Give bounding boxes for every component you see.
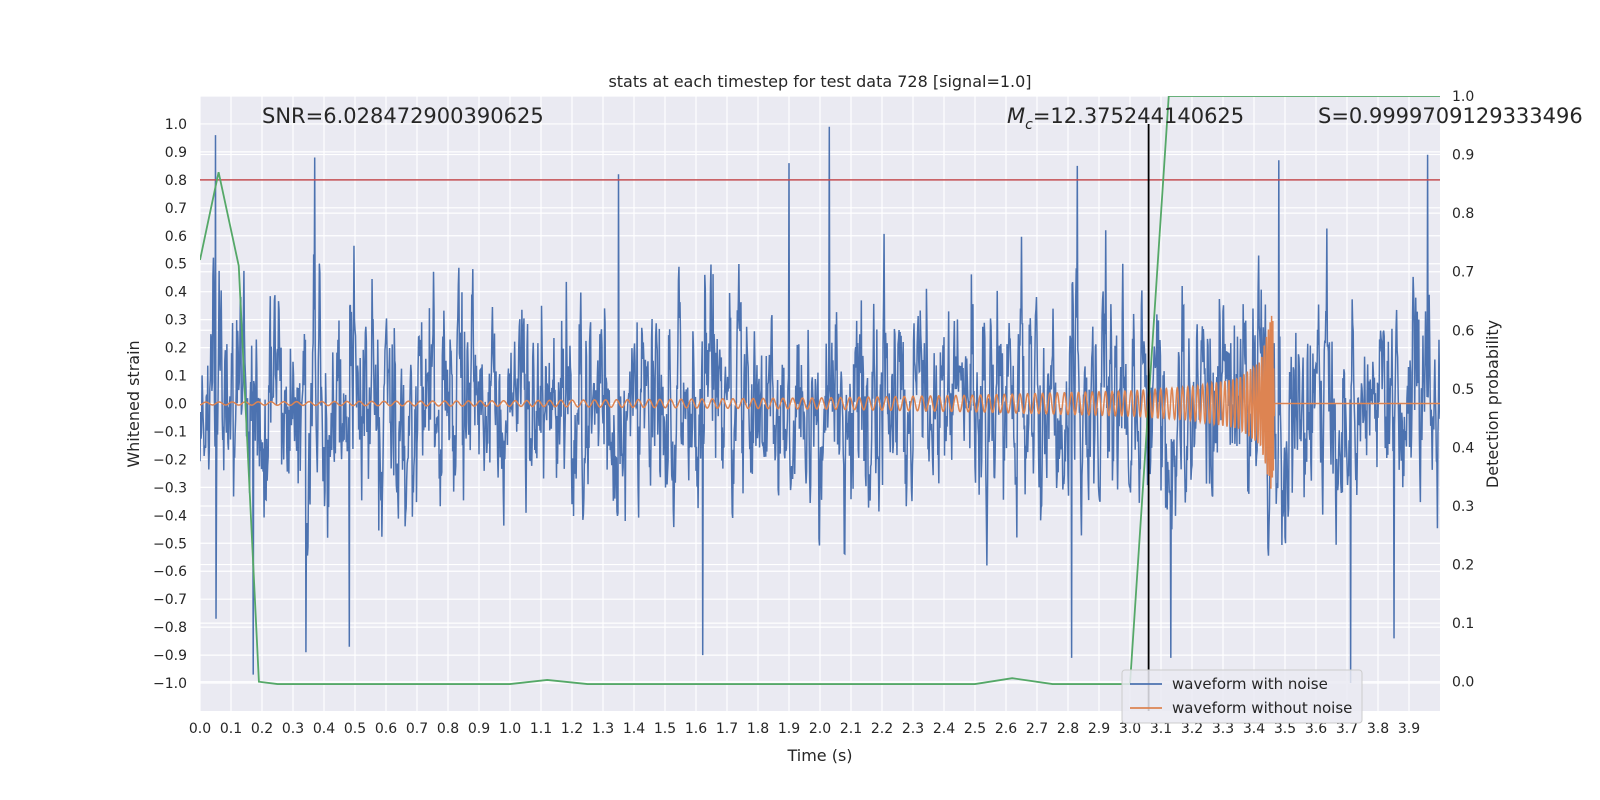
y-tick-label: −0.1 bbox=[153, 424, 187, 440]
x-tick-label: 1.5 bbox=[654, 721, 676, 737]
x-tick-label: 3.0 bbox=[1119, 721, 1141, 737]
x-tick-label: 2.4 bbox=[933, 721, 955, 737]
y-tick-label: −0.4 bbox=[153, 508, 187, 524]
y-right-tick-label: 1.0 bbox=[1452, 89, 1474, 105]
x-tick-label: 1.6 bbox=[685, 721, 707, 737]
x-tick-label: 1.2 bbox=[561, 721, 583, 737]
x-tick-label: 0.7 bbox=[406, 721, 428, 737]
y-tick-label: 0.8 bbox=[165, 173, 187, 189]
x-tick-label: 2.3 bbox=[902, 721, 924, 737]
x-tick-label: 2.5 bbox=[964, 721, 986, 737]
x-tick-label: 0.2 bbox=[251, 721, 273, 737]
y-tick-label: 0.1 bbox=[165, 369, 187, 385]
y-right-tick-label: 0.1 bbox=[1452, 616, 1474, 632]
x-tick-label: 2.6 bbox=[995, 721, 1017, 737]
y-tick-label: 0.9 bbox=[165, 145, 187, 161]
chart-title: stats at each timestep for test data 728… bbox=[608, 72, 1031, 91]
legend-label-clean: waveform without noise bbox=[1172, 699, 1352, 717]
x-tick-label: 3.7 bbox=[1336, 721, 1358, 737]
y-right-tick-label: 0.0 bbox=[1452, 675, 1474, 691]
y-right-tick-label: 0.5 bbox=[1452, 382, 1474, 398]
x-tick-label: 0.8 bbox=[437, 721, 459, 737]
legend: waveform with noise waveform without noi… bbox=[1121, 669, 1363, 724]
y-tick-label: 0.6 bbox=[165, 229, 187, 245]
y-tick-label: −0.7 bbox=[153, 592, 187, 608]
x-tick-label: 2.0 bbox=[809, 721, 831, 737]
y-right-tick-label: 0.3 bbox=[1452, 499, 1474, 515]
series-clean-waveform bbox=[200, 315, 1440, 489]
snr-annotation: SNR=6.028472900390625 bbox=[262, 104, 544, 128]
series-layer bbox=[200, 96, 1440, 711]
y-right-tick-label: 0.2 bbox=[1452, 558, 1474, 574]
x-tick-label: 1.0 bbox=[499, 721, 521, 737]
y-tick-label: 0.3 bbox=[165, 313, 187, 329]
y-axis-label: Whitened strain bbox=[124, 340, 143, 467]
x-tick-label: 2.2 bbox=[871, 721, 893, 737]
x-tick-label: 2.7 bbox=[1026, 721, 1048, 737]
x-tick-label: 3.4 bbox=[1243, 721, 1265, 737]
y-axis-label-right: Detection probability bbox=[1483, 320, 1502, 488]
y-right-tick-label: 0.9 bbox=[1452, 148, 1474, 164]
x-tick-label: 2.1 bbox=[840, 721, 862, 737]
y-tick-label: −0.2 bbox=[153, 452, 187, 468]
y-tick-label: −1.0 bbox=[153, 676, 187, 692]
y-right-tick-label: 0.4 bbox=[1452, 440, 1474, 456]
x-tick-label: 3.6 bbox=[1305, 721, 1327, 737]
x-tick-label: 0.4 bbox=[313, 721, 335, 737]
x-tick-label: 1.8 bbox=[747, 721, 769, 737]
y-tick-label: −0.5 bbox=[153, 536, 187, 552]
x-tick-label: 0.1 bbox=[220, 721, 242, 737]
chirp-mass-annotation: Mc=12.375244140625 bbox=[1007, 104, 1244, 133]
x-tick-label: 1.3 bbox=[592, 721, 614, 737]
x-tick-label: 1.9 bbox=[778, 721, 800, 737]
x-tick-label: 3.9 bbox=[1398, 721, 1420, 737]
y-right-tick-label: 0.8 bbox=[1452, 206, 1474, 222]
x-tick-label: 0.5 bbox=[344, 721, 366, 737]
y-tick-label: 1.0 bbox=[165, 117, 187, 133]
x-tick-label: 1.7 bbox=[716, 721, 738, 737]
x-tick-label: 1.4 bbox=[623, 721, 645, 737]
y-tick-label: −0.3 bbox=[153, 480, 187, 496]
y-tick-label: −0.9 bbox=[153, 648, 187, 664]
y-tick-label: 0.5 bbox=[165, 257, 187, 273]
x-tick-label: 3.8 bbox=[1367, 721, 1389, 737]
x-tick-label: 3.2 bbox=[1181, 721, 1203, 737]
legend-label-noise: waveform with noise bbox=[1172, 675, 1328, 693]
x-tick-label: 1.1 bbox=[530, 721, 552, 737]
x-tick-label: 2.8 bbox=[1057, 721, 1079, 737]
x-tick-label: 3.3 bbox=[1212, 721, 1234, 737]
x-tick-label: 0.3 bbox=[282, 721, 304, 737]
y-tick-label: 0.0 bbox=[165, 397, 187, 413]
x-tick-label: 2.9 bbox=[1088, 721, 1110, 737]
series-detection-probability bbox=[200, 96, 1440, 685]
y-tick-label: −0.8 bbox=[153, 620, 187, 636]
x-tick-label: 3.5 bbox=[1274, 721, 1296, 737]
y-tick-label: 0.2 bbox=[165, 341, 187, 357]
x-tick-label: 3.1 bbox=[1150, 721, 1172, 737]
x-tick-label: 0.6 bbox=[375, 721, 397, 737]
score-annotation: S=0.9999709129333496 bbox=[1318, 104, 1583, 128]
x-axis-label: Time (s) bbox=[786, 746, 852, 765]
y-tick-label: −0.6 bbox=[153, 564, 187, 580]
y-tick-label: 0.7 bbox=[165, 201, 187, 217]
x-tick-label: 0.0 bbox=[189, 721, 211, 737]
y-right-tick-label: 0.7 bbox=[1452, 265, 1474, 281]
y-tick-label: 0.4 bbox=[165, 285, 187, 301]
x-tick-label: 0.9 bbox=[468, 721, 490, 737]
legend-box bbox=[1121, 669, 1363, 724]
ticks-layer: 0.0 0.1 0.2 0.3 0.4 0.5 0.6 0.7 0.8 0.9 1.0 1.1 1.2 1… bbox=[153, 89, 1474, 737]
y-right-tick-label: 0.6 bbox=[1452, 323, 1474, 339]
